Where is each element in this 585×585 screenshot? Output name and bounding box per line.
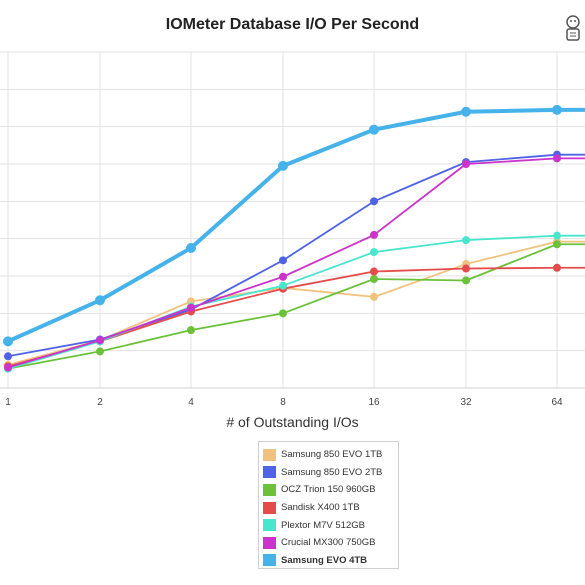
legend-label: Plextor M7V 512GB: [281, 519, 365, 531]
legend-item: Sandisk X400 1TB: [263, 499, 398, 517]
data-point-6-1: [95, 295, 105, 306]
data-point-2-5: [462, 276, 470, 285]
legend-item: Samsung 850 EVO 1TB: [263, 446, 398, 464]
data-point-6-2: [186, 243, 196, 253]
data-point-3-5: [462, 264, 470, 273]
plot-area: [0, 51, 585, 389]
legend-label: Samsung 850 EVO 2TB: [281, 466, 383, 478]
x-tick-label: 64: [551, 397, 563, 408]
legend-swatch: [263, 536, 276, 549]
data-point-5-3: [279, 272, 287, 281]
data-point-6-3: [278, 160, 288, 171]
x-tick-label: 1: [5, 397, 11, 408]
x-tick-label: 16: [368, 397, 380, 408]
data-point-5-4: [370, 230, 378, 239]
series-line-2: [7, 243, 585, 370]
data-point-2-6: [553, 240, 561, 249]
data-point-2-1: [96, 347, 104, 356]
series-line-6: [7, 107, 585, 344]
data-point-4-5: [462, 236, 470, 245]
legend-label: Samsung EVO 4TB: [281, 554, 368, 566]
data-point-2-3: [279, 309, 287, 318]
legend-swatch: [263, 519, 276, 532]
data-point-5-6: [553, 154, 561, 163]
legend-swatch: [263, 501, 276, 514]
series-line-5: [7, 157, 585, 369]
legend-item: Samsung 850 EVO 2TB: [263, 464, 398, 482]
legend-swatch: [263, 466, 276, 479]
legend-label: OCZ Trion 150 960GB: [281, 484, 376, 496]
data-point-3-4: [370, 267, 378, 276]
legend-swatch: [263, 483, 276, 496]
site-logo-icon: [566, 15, 580, 41]
legend-label: Samsung 850 EVO 1TB: [281, 449, 383, 461]
data-point-1-4: [370, 197, 378, 206]
data-point-3-6: [553, 263, 561, 272]
data-point-6-5: [461, 106, 471, 117]
legend-item: Crucial MX300 750GB: [263, 534, 398, 552]
x-tick-label: 4: [188, 397, 194, 408]
legend-label: Crucial MX300 750GB: [281, 537, 376, 549]
legend-swatch: [263, 448, 276, 461]
x-tick-label: 32: [460, 397, 472, 408]
data-point-2-4: [370, 274, 378, 283]
x-tick-label: 8: [280, 397, 286, 408]
data-point-2-2: [187, 326, 195, 335]
legend-swatch: [263, 554, 276, 567]
data-point-0-4: [370, 292, 378, 301]
legend-item: Plextor M7V 512GB: [263, 516, 398, 534]
data-point-5-1: [96, 336, 104, 345]
chart-title: IOMeter Database I/O Per Second: [165, 16, 420, 33]
data-point-1-0: [4, 352, 12, 361]
legend-item: OCZ Trion 150 960GB: [263, 481, 398, 499]
data-point-4-6: [553, 231, 561, 240]
data-point-6-0: [3, 336, 13, 347]
data-point-6-6: [552, 104, 562, 115]
x-axis-label: # of Outstanding I/Os: [226, 414, 359, 430]
data-point-5-2: [187, 303, 195, 312]
data-point-5-5: [462, 160, 470, 168]
legend-item: Samsung EVO 4TB: [263, 552, 398, 570]
legend-label: Sandisk X400 1TB: [281, 502, 360, 514]
legend: Samsung 850 EVO 1TB Samsung 850 EVO 2TB OC…: [258, 441, 399, 569]
data-point-1-3: [279, 256, 287, 265]
x-tick-label: 2: [97, 397, 103, 408]
data-point-6-4: [369, 124, 379, 135]
data-point-5-0: [4, 363, 12, 372]
data-point-4-4: [370, 248, 378, 257]
data-point-4-3: [279, 281, 287, 290]
